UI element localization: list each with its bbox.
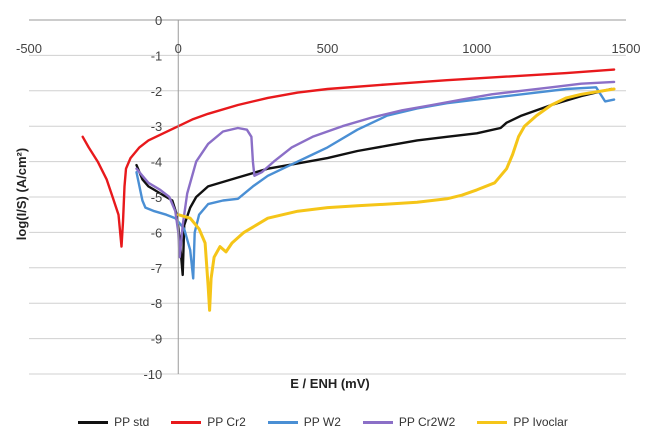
legend-item-2: PP Cr2 [171,413,246,431]
legend-label: PP std [114,415,150,429]
legend-label: PP Ivoclar [513,415,568,429]
y-tick-label: -7 [151,261,163,276]
legend-item-4: PP Cr2W2 [362,413,456,431]
series-line-5 [176,87,616,312]
series-line-4 [135,80,616,259]
y-axis-title: log(I/S) (A/cm²) [14,148,29,240]
y-tick-label: -8 [151,296,163,311]
series-line-1 [135,87,613,277]
y-tick-label: -1 [151,48,163,63]
y-tick-label: -9 [151,332,163,347]
x-tick-label: 0 [175,41,182,56]
legend-label: PP W2 [303,415,341,429]
legend-item-3: PP W2 [267,413,341,431]
series-layer [81,68,616,312]
legend-swatch [362,420,393,424]
x-axis-title: E / ENH (mV) [290,376,369,391]
legend: PP std PP Cr2 PP W2 PP Cr2W2 PP Ivoclar [0,413,646,431]
legend-item-5: PP Ivoclar [477,413,568,431]
x-tick-label: 500 [317,41,339,56]
legend-swatch [171,420,202,424]
y-tick-label: 0 [155,13,162,28]
legend-swatch [477,420,508,424]
legend-swatch [78,420,109,424]
y-tick-label: -3 [151,119,163,134]
y-tick-label: -4 [151,155,163,170]
series-line-2 [81,68,616,248]
tick-labels: 0 -1 -2 -3 -4 -5 -6 -7 -8 -9 -10 -500 0 500 1000 1500 [16,13,640,382]
y-tick-label: -2 [151,84,163,99]
x-tick-label: 1000 [462,41,491,56]
y-tick-label: -6 [151,225,163,240]
legend-label: PP Cr2W2 [398,415,456,429]
chart: 0 -1 -2 -3 -4 -5 -6 -7 -8 -9 -10 -500 0 500 1000 1500 E… [14,13,640,391]
x-tick-label: 1500 [612,41,641,56]
legend-label: PP Cr2 [207,415,246,429]
gridlines [29,19,626,375]
legend-swatch [267,420,298,424]
axes [29,19,626,374]
x-tick-label: -500 [16,41,42,56]
y-tick-label: -5 [151,190,163,205]
legend-item-1: PP std [78,413,149,431]
y-tick-label: -10 [143,367,162,382]
